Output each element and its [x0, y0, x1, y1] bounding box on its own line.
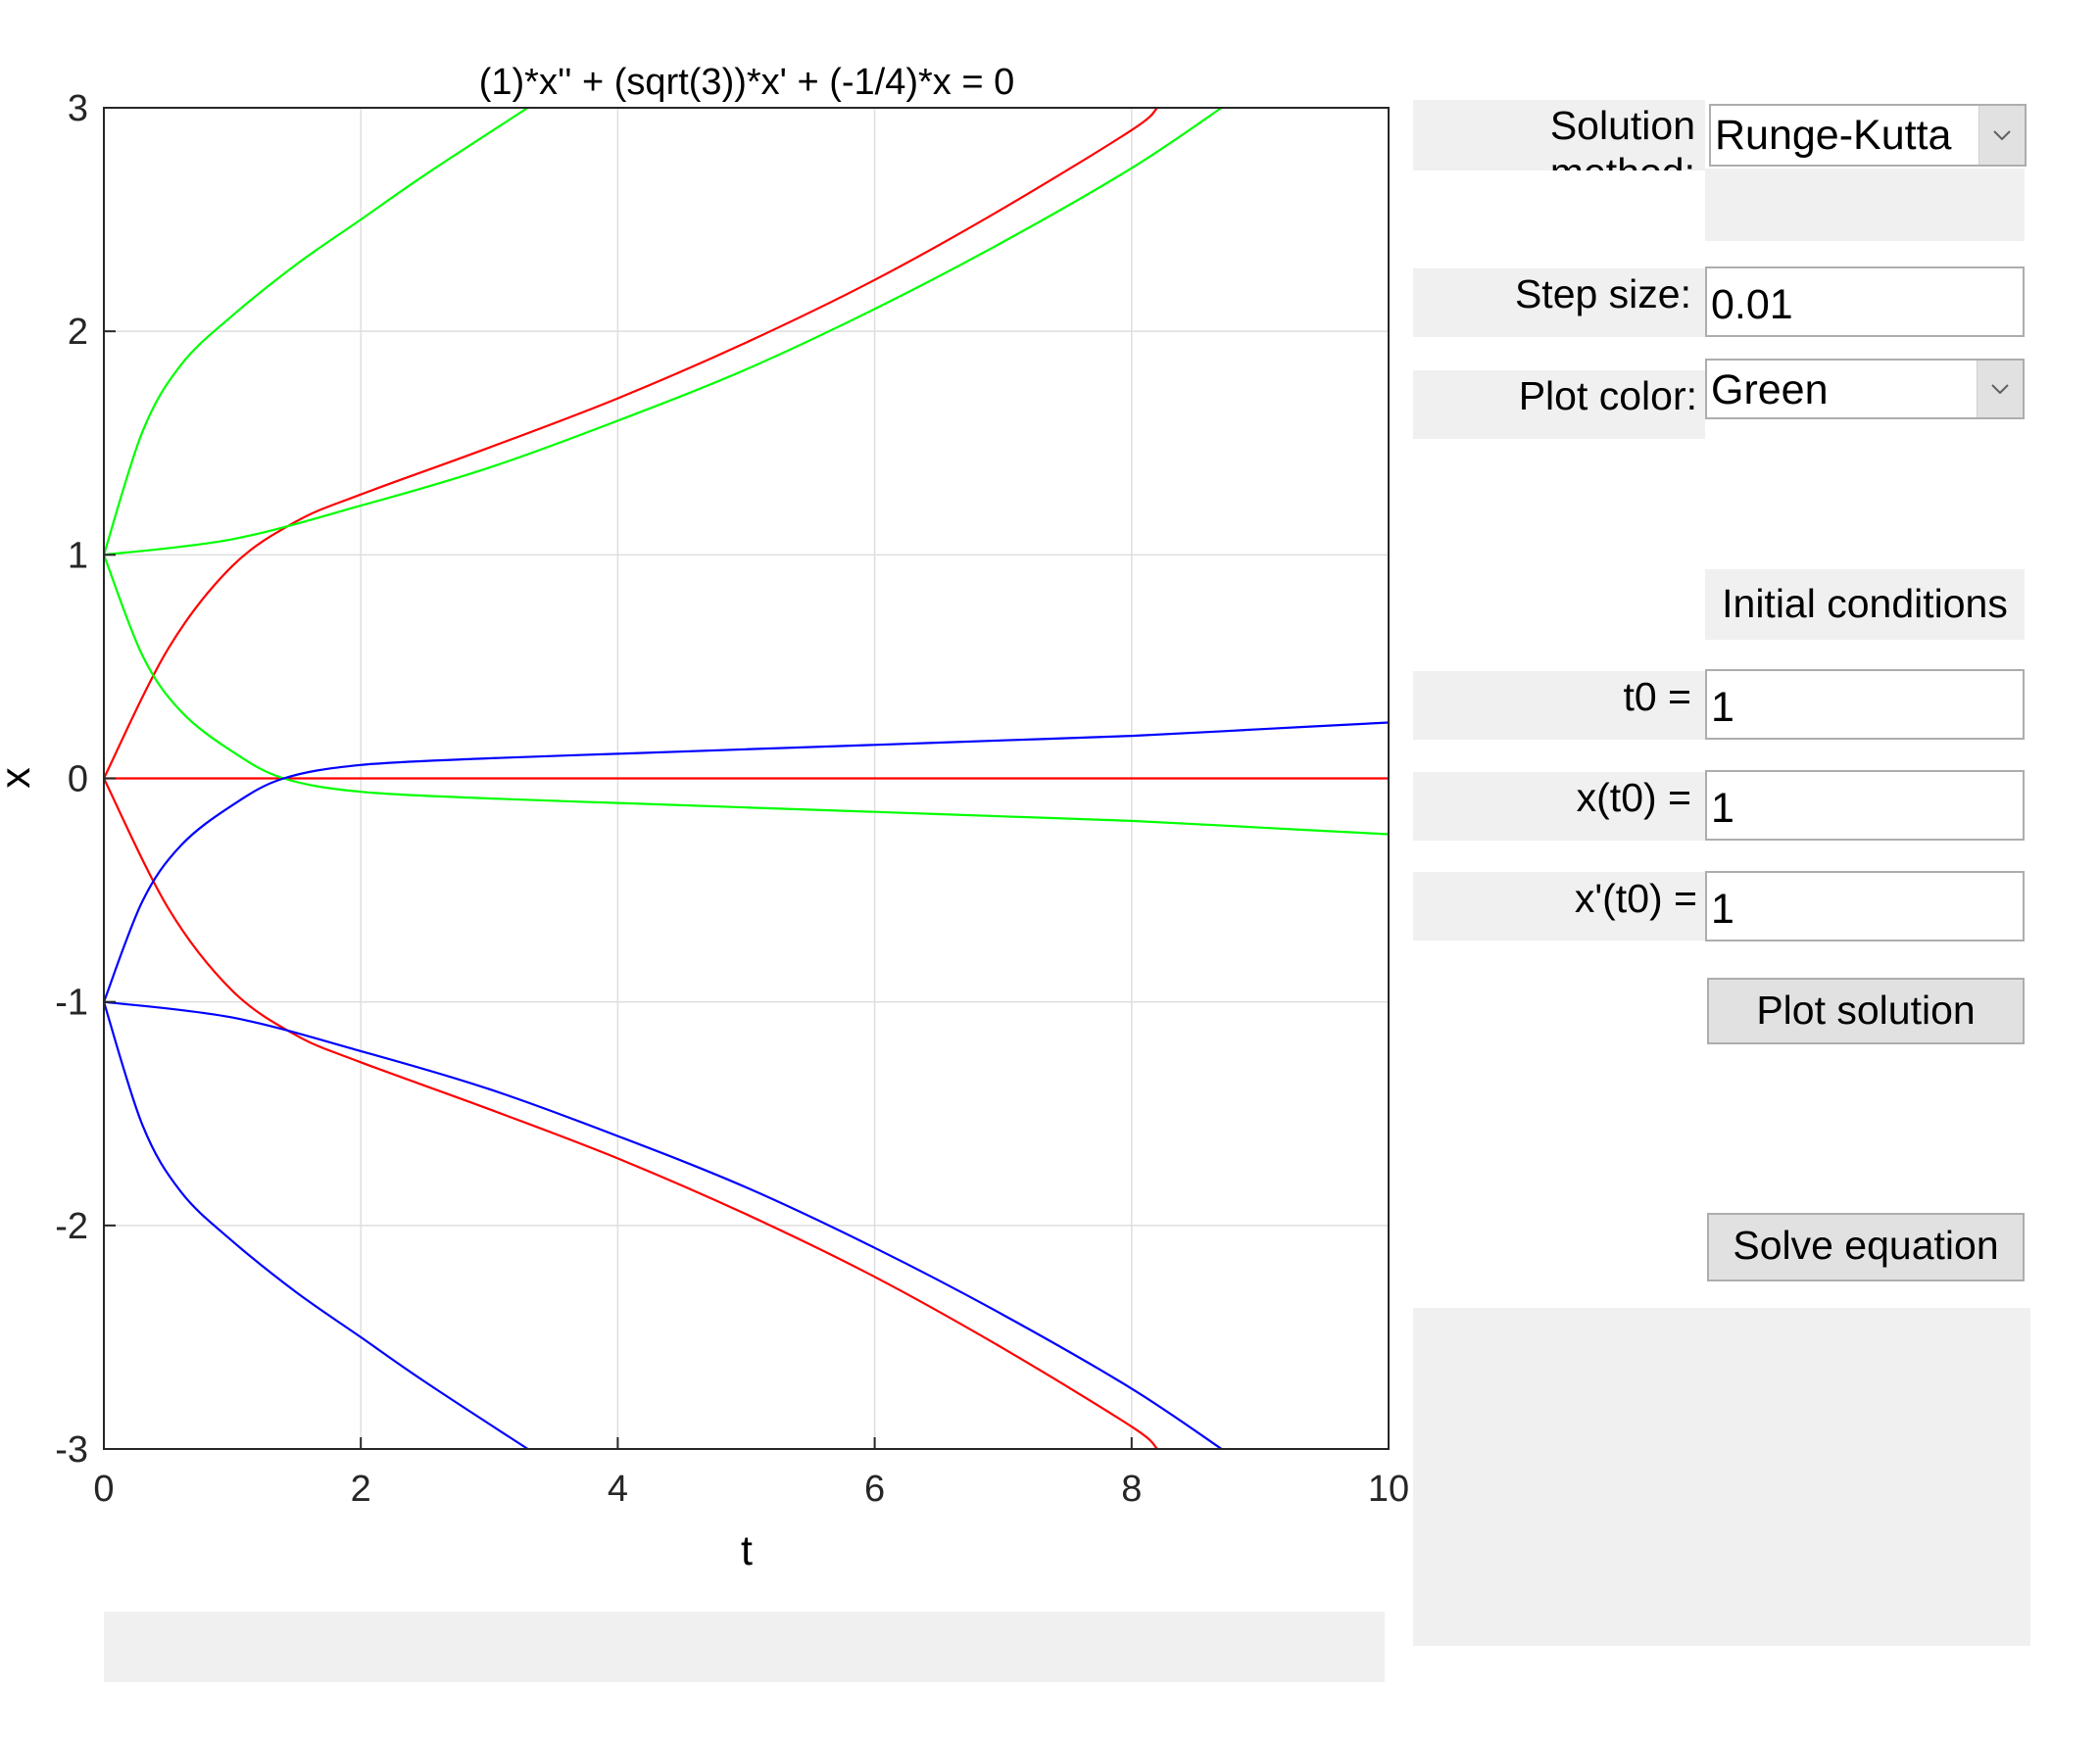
blue-solution-curve: [104, 1000, 1223, 1449]
method-options-panel: [1705, 169, 2025, 241]
solution-method-label-bg: [1413, 100, 1705, 170]
xp0-input[interactable]: 1: [1705, 871, 2025, 941]
green-solution-curve: [104, 108, 529, 555]
t0-label: t0 =: [1623, 674, 1691, 719]
solve-equation-button[interactable]: Solve equation: [1707, 1213, 2025, 1281]
xp0-label-bg: [1413, 872, 1705, 941]
xp0-label: x'(t0) =: [1574, 876, 1697, 921]
y-axis-label: x: [0, 767, 39, 789]
plot-lines: [104, 108, 1389, 1449]
x-axis-label: t: [741, 1527, 753, 1574]
plot-color-label: Plot color:: [1518, 373, 1697, 418]
red-solution-curve: [104, 108, 1158, 779]
x0-label: x(t0) =: [1576, 775, 1691, 820]
y-tick-label: 1: [68, 535, 88, 576]
red-solution-curve: [104, 778, 1158, 1449]
chevron-down-icon[interactable]: [1978, 106, 2025, 165]
solution-method-dropdown[interactable]: Runge-Kutta: [1709, 104, 2027, 167]
status-bar: [104, 1612, 1385, 1682]
solution-method-value: Runge-Kutta: [1715, 112, 1952, 159]
initial-conditions-header: Initial conditions: [1705, 569, 2025, 640]
x0-label-bg: [1413, 772, 1705, 841]
blue-solution-curve: [104, 1001, 529, 1449]
y-tick-label: -1: [55, 983, 88, 1024]
x0-input[interactable]: 1: [1705, 770, 2025, 841]
axis-ticks: 0 2 4 6 8 10 -3 -2 -1 0 1 2 3: [55, 88, 1409, 1510]
step-size-label-bg: [1413, 268, 1705, 337]
solution-plot: 0 2 4 6 8 10 -3 -2 -1 0 1 2 3 (1)*x'' + (sqrt(3))*x'…: [0, 62, 1409, 1574]
output-panel: [1413, 1308, 2030, 1646]
blue-solution-curve: [104, 721, 1389, 1003]
x-tick-label: 2: [351, 1469, 371, 1510]
green-solution-curve: [104, 554, 1389, 836]
y-tick-label: -3: [55, 1429, 88, 1471]
y-tick-label: 0: [68, 759, 88, 800]
chevron-down-icon[interactable]: [1977, 361, 2023, 417]
t0-input[interactable]: 1: [1705, 669, 2025, 740]
x-tick-label: 0: [93, 1469, 114, 1510]
solution-method-label: Solution method:: [1549, 103, 1695, 170]
green-solution-curve: [104, 108, 1223, 556]
plot-solution-button[interactable]: Plot solution: [1707, 978, 2025, 1044]
plot-color-dropdown[interactable]: Green: [1705, 359, 2025, 419]
step-size-label: Step size:: [1514, 271, 1691, 316]
x-tick-label: 4: [608, 1469, 628, 1510]
step-size-input[interactable]: 0.01: [1705, 266, 2025, 337]
plot-title: (1)*x'' + (sqrt(3))*x' + (-1/4)*x = 0: [479, 62, 1015, 103]
x-tick-label: 6: [864, 1469, 885, 1510]
t0-label-bg: [1413, 671, 1705, 740]
x-tick-label: 8: [1121, 1469, 1142, 1510]
y-tick-label: -2: [55, 1206, 88, 1247]
plot-color-label-bg: [1413, 370, 1705, 439]
plot-color-value: Green: [1711, 366, 1829, 413]
y-tick-label: 2: [68, 312, 88, 353]
x-tick-label: 10: [1368, 1469, 1409, 1510]
y-tick-label: 3: [68, 88, 88, 129]
